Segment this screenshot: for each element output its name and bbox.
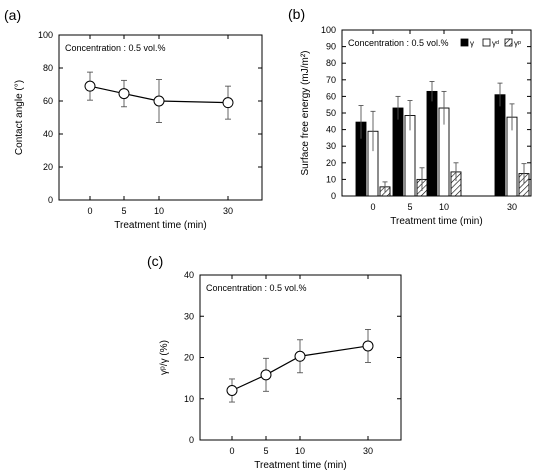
bar-gamma — [494, 94, 506, 197]
y-tick-label: 40 — [326, 125, 336, 135]
legend: γ γᵈ γᵖ — [460, 38, 521, 48]
y-tick-label: 100 — [321, 25, 336, 35]
bar-gamma — [426, 90, 438, 197]
x-tick-label: 10 — [154, 206, 164, 216]
y-axis-label: Surface free energy (mJ/m²) — [300, 50, 311, 175]
panel-label: (a) — [4, 7, 21, 23]
concentration-note: Concentration : 0.5 vol.% — [65, 43, 166, 53]
data-point — [226, 385, 238, 396]
panel-a: (a) 0 20 40 60 80 100 0 5 10 30 Treatment time (min… — [4, 7, 263, 231]
y-tick-label: 20 — [43, 162, 53, 172]
legend-swatch — [460, 38, 469, 47]
x-tick-label: 5 — [407, 202, 412, 212]
x-tick-label: 0 — [87, 206, 92, 216]
y-tick-label: 60 — [326, 91, 336, 101]
y-tick-label: 20 — [326, 158, 336, 168]
x-tick-label: 10 — [439, 202, 449, 212]
series-line — [231, 345, 369, 392]
y-tick-label: 0 — [48, 195, 53, 205]
y-tick-label: 60 — [43, 96, 53, 106]
panel-label: (c) — [147, 253, 163, 269]
x-tick-label: 5 — [121, 206, 126, 216]
data-point — [118, 88, 130, 100]
x-tick-label: 5 — [263, 446, 268, 456]
bar-gamma — [392, 107, 404, 197]
data-point — [222, 97, 234, 109]
x-tick-label: 30 — [507, 202, 517, 212]
x-tick-label: 0 — [370, 202, 375, 212]
plot-frame — [58, 34, 263, 201]
x-tick-label: 10 — [295, 446, 305, 456]
y-tick-label: 30 — [326, 141, 336, 151]
data-point — [362, 340, 374, 352]
y-tick-label: 10 — [326, 174, 336, 184]
legend-label: γᵈ — [492, 39, 499, 48]
legend-swatch — [482, 38, 491, 47]
data-point — [153, 95, 165, 107]
x-tick-label: 30 — [363, 446, 373, 456]
y-tick-label: 40 — [43, 129, 53, 139]
x-tick-label: 0 — [229, 446, 234, 456]
y-tick-label: 40 — [184, 270, 194, 280]
series-line — [89, 85, 229, 104]
x-axis-label: Treatment time (min) — [390, 216, 482, 227]
x-axis-label: Treatment time (min) — [114, 220, 206, 231]
concentration-note: Concentration : 0.5 vol.% — [348, 38, 449, 48]
panel-label: (b) — [288, 6, 305, 22]
y-tick-label: 100 — [38, 30, 53, 40]
y-tick-label: 10 — [184, 394, 194, 404]
y-tick-label: 30 — [184, 311, 194, 321]
panel-c: (c) 0 10 20 30 40 0 5 10 30 Treatment time (min) γᵖ… — [147, 253, 402, 471]
data-point — [294, 350, 306, 362]
y-axis-label: Contact angle (°) — [14, 80, 25, 155]
legend-label: γ — [470, 39, 474, 48]
x-tick-label: 30 — [223, 206, 233, 216]
legend-label: γᵖ — [514, 39, 521, 48]
y-tick-label: 80 — [43, 63, 53, 73]
legend-swatch — [504, 38, 513, 47]
y-tick-label: 90 — [326, 42, 336, 52]
y-tick-label: 70 — [326, 75, 336, 85]
panel-b: (b) 0 10 20 30 40 50 60 70 80 90 100 0 5 10 30 Treatment… — [288, 6, 532, 227]
y-tick-label: 50 — [326, 108, 336, 118]
data-point — [260, 369, 272, 381]
x-axis-label: Treatment time (min) — [254, 460, 346, 471]
y-tick-label: 0 — [331, 191, 336, 201]
y-tick-label: 80 — [326, 58, 336, 68]
concentration-note: Concentration : 0.5 vol.% — [206, 283, 307, 293]
data-point — [84, 80, 96, 92]
y-tick-label: 0 — [189, 435, 194, 445]
y-axis-label: γᵖ/γ (%) — [159, 340, 170, 375]
y-tick-label: 20 — [184, 353, 194, 363]
